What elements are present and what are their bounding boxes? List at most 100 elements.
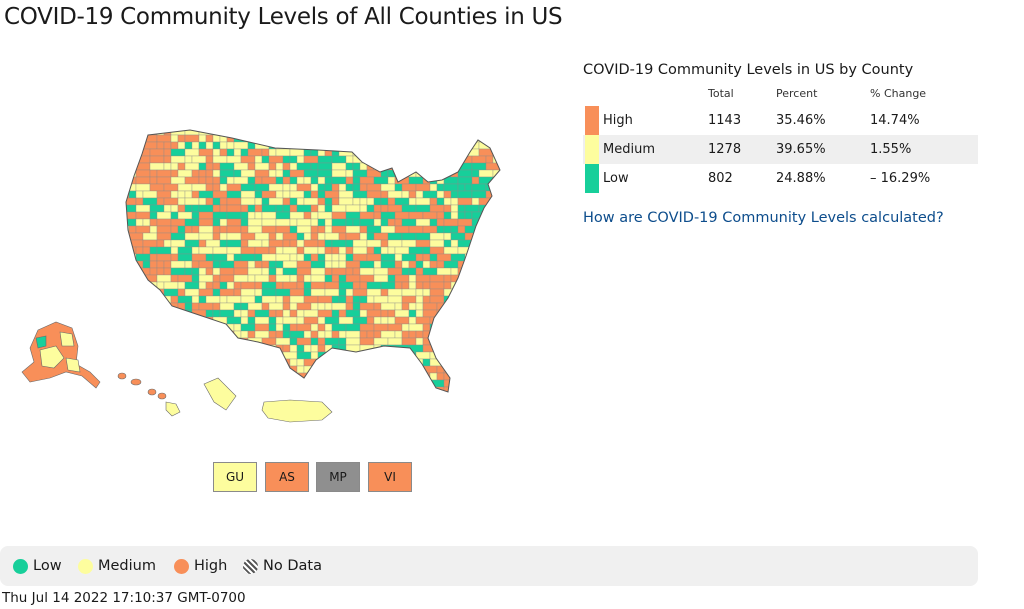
county[interactable] xyxy=(373,337,389,346)
county[interactable] xyxy=(359,232,368,241)
county[interactable] xyxy=(436,197,445,206)
county[interactable] xyxy=(177,134,186,143)
county[interactable] xyxy=(436,316,452,325)
county[interactable] xyxy=(408,316,417,325)
county[interactable] xyxy=(429,295,445,304)
county[interactable] xyxy=(415,218,431,227)
county[interactable] xyxy=(401,267,410,276)
county[interactable] xyxy=(353,394,367,401)
county[interactable] xyxy=(310,176,319,185)
county[interactable] xyxy=(198,260,214,269)
county[interactable] xyxy=(352,253,368,262)
county[interactable] xyxy=(226,379,242,388)
county[interactable] xyxy=(156,330,165,339)
county[interactable] xyxy=(394,218,403,227)
county[interactable] xyxy=(247,274,256,283)
county[interactable] xyxy=(212,141,221,150)
county[interactable] xyxy=(464,337,473,346)
county[interactable] xyxy=(191,267,200,276)
county[interactable] xyxy=(415,302,424,311)
county[interactable] xyxy=(359,386,368,394)
county[interactable] xyxy=(219,323,228,332)
county[interactable] xyxy=(212,211,228,220)
county[interactable] xyxy=(261,386,277,394)
county[interactable] xyxy=(450,330,466,339)
county[interactable] xyxy=(170,232,186,241)
county[interactable] xyxy=(261,218,277,227)
county[interactable] xyxy=(275,309,284,318)
county[interactable] xyxy=(317,337,326,346)
county[interactable] xyxy=(226,141,235,150)
county[interactable] xyxy=(254,281,263,290)
county[interactable] xyxy=(303,232,312,241)
county[interactable] xyxy=(247,302,263,311)
county[interactable] xyxy=(198,302,214,311)
county[interactable] xyxy=(170,330,179,339)
county[interactable] xyxy=(464,288,473,297)
county[interactable] xyxy=(261,239,270,248)
county[interactable] xyxy=(268,162,277,171)
county[interactable] xyxy=(324,372,333,381)
county[interactable] xyxy=(191,316,200,325)
county[interactable] xyxy=(387,267,403,276)
county[interactable] xyxy=(332,394,339,401)
county[interactable] xyxy=(394,246,410,255)
county[interactable] xyxy=(485,134,494,143)
county[interactable] xyxy=(184,281,200,290)
county[interactable] xyxy=(128,351,144,360)
county[interactable] xyxy=(303,253,312,262)
county[interactable] xyxy=(275,274,291,283)
county[interactable] xyxy=(135,344,151,353)
county[interactable] xyxy=(471,316,480,325)
county[interactable] xyxy=(135,169,151,178)
county[interactable] xyxy=(191,190,200,199)
county[interactable] xyxy=(198,274,214,283)
county[interactable] xyxy=(219,232,228,241)
county[interactable] xyxy=(352,365,361,374)
county[interactable] xyxy=(366,141,382,150)
county[interactable] xyxy=(149,183,165,192)
county[interactable] xyxy=(184,225,193,234)
county[interactable] xyxy=(352,128,368,136)
county[interactable] xyxy=(366,190,382,199)
county[interactable] xyxy=(212,246,228,255)
county[interactable] xyxy=(408,365,417,374)
county[interactable] xyxy=(310,323,319,332)
county[interactable] xyxy=(457,372,466,381)
county[interactable] xyxy=(387,365,396,374)
county[interactable] xyxy=(205,176,214,185)
county[interactable] xyxy=(219,260,235,269)
county[interactable] xyxy=(324,260,333,269)
county[interactable] xyxy=(226,204,242,213)
county[interactable] xyxy=(450,309,459,318)
county[interactable] xyxy=(471,358,480,367)
county[interactable] xyxy=(149,260,158,269)
county[interactable] xyxy=(331,358,347,367)
county[interactable] xyxy=(149,344,158,353)
county[interactable] xyxy=(156,365,165,374)
county[interactable] xyxy=(226,358,235,367)
county[interactable] xyxy=(401,239,417,248)
county[interactable] xyxy=(289,204,298,213)
county[interactable] xyxy=(485,351,494,360)
county[interactable] xyxy=(338,330,347,339)
county[interactable] xyxy=(282,302,291,311)
county[interactable] xyxy=(345,246,354,255)
county[interactable] xyxy=(261,148,270,157)
county[interactable] xyxy=(366,225,382,234)
county[interactable] xyxy=(275,134,284,143)
county[interactable] xyxy=(122,128,130,136)
county[interactable] xyxy=(324,274,333,283)
county[interactable] xyxy=(401,218,417,227)
county[interactable] xyxy=(135,302,151,311)
county[interactable] xyxy=(436,134,445,143)
county[interactable] xyxy=(471,288,487,297)
county[interactable] xyxy=(485,155,494,164)
county[interactable] xyxy=(310,351,319,360)
county[interactable] xyxy=(128,260,144,269)
county[interactable] xyxy=(485,323,494,332)
county[interactable] xyxy=(492,197,507,206)
county[interactable] xyxy=(415,232,431,241)
county[interactable] xyxy=(226,351,235,360)
county[interactable] xyxy=(317,344,326,353)
